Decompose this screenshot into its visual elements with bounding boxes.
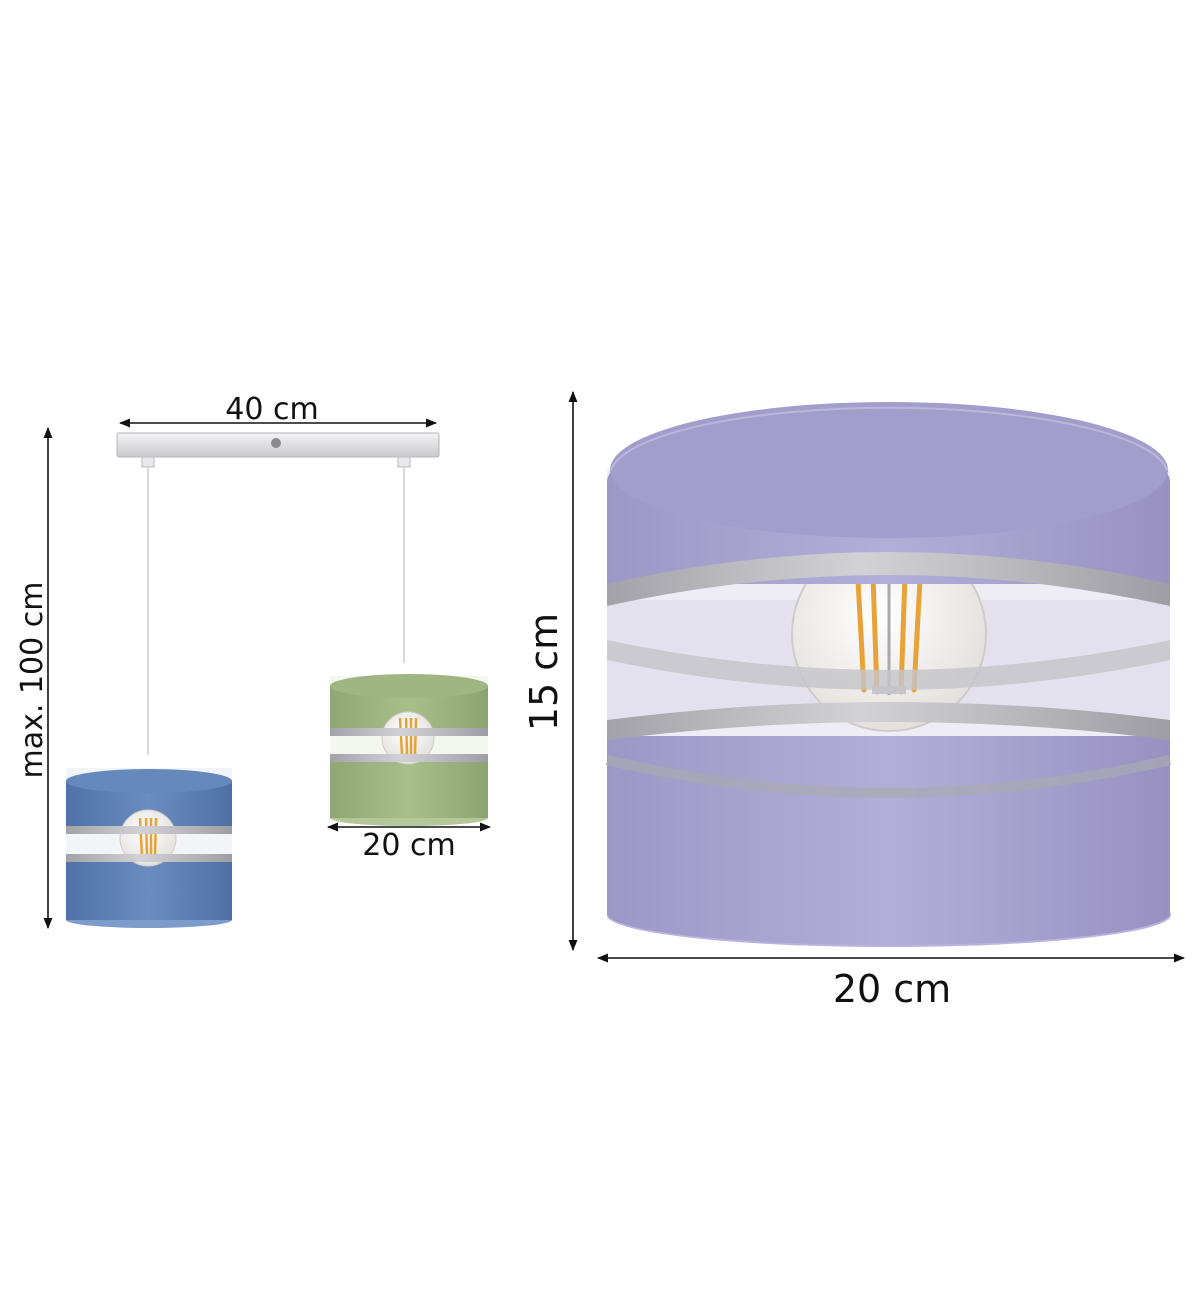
- ceiling-canopy: [116, 432, 440, 468]
- large-shade-width-label: 20 cm: [833, 967, 951, 1011]
- large-shade-height-label: 15 cm: [522, 613, 566, 731]
- bar-width-label: 40 cm: [225, 392, 318, 427]
- max-height-label: max. 100 cm: [15, 582, 50, 779]
- lilac-shade-closeup: [605, 402, 1172, 947]
- blue-bulb: [119, 809, 177, 867]
- green-pendant-shade: [330, 674, 488, 826]
- small-shade-width-label: 20 cm: [362, 828, 455, 863]
- blue-pendant-shade: [66, 768, 232, 928]
